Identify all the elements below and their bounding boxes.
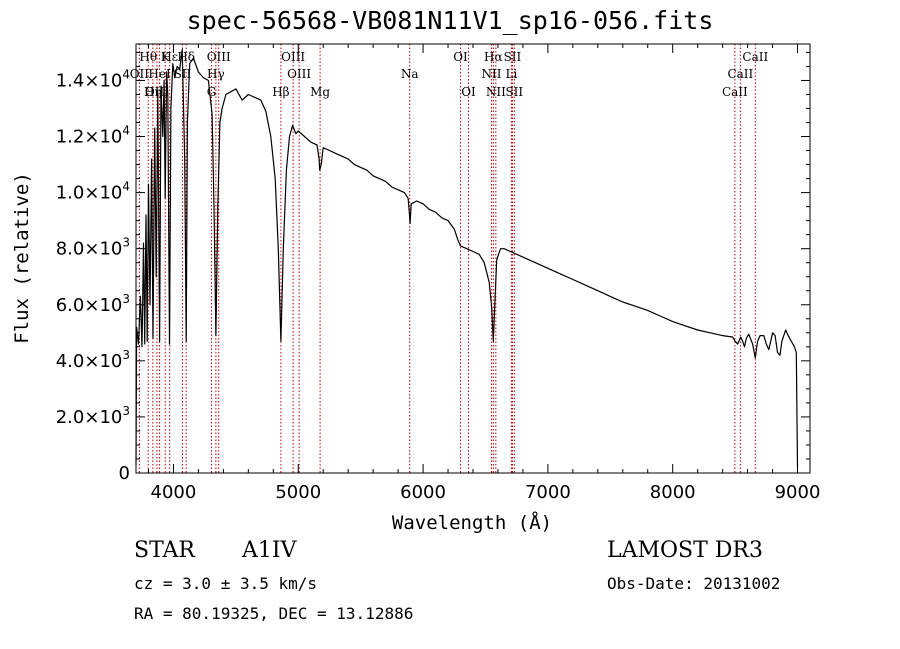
y-axis-title: Flux (relative)	[11, 172, 33, 344]
line-marker-label: SII	[504, 50, 522, 64]
line-marker-label: Hα	[484, 50, 503, 64]
y-tick-label: 0	[119, 463, 130, 484]
line-marker-label: HeI	[148, 67, 171, 81]
x-tick-label: 9000	[775, 482, 821, 503]
line-marker-label: OIII	[145, 85, 169, 99]
line-marker-label: SII	[505, 85, 523, 99]
x-tick-label: 8000	[650, 482, 696, 503]
line-marker-label: Hβ	[272, 85, 289, 99]
line-marker-label: Hγ	[207, 67, 225, 81]
line-marker-label: OIII	[281, 50, 305, 64]
line-marker-label: Hε	[161, 50, 178, 64]
y-tick-label: 2.0×103	[56, 404, 130, 428]
line-marker-label: OII	[130, 67, 150, 81]
line-marker-label: CaII	[722, 85, 748, 99]
line-marker-label: OIII	[287, 67, 311, 81]
x-tick-label: 5000	[275, 482, 321, 503]
line-marker-label: OIII	[207, 50, 231, 64]
x-tick-label: 6000	[400, 482, 446, 503]
line-marker-label: Hδ	[177, 50, 195, 64]
line-marker-label: NII	[486, 85, 506, 99]
line-marker-label: CaII	[742, 50, 768, 64]
y-tick-label: 8.0×103	[56, 236, 130, 260]
y-tick-label: 4.0×103	[56, 348, 130, 372]
line-marker-label: Mg	[310, 85, 330, 99]
line-marker-label: CaII	[727, 67, 753, 81]
x-tick-label: 7000	[525, 482, 571, 503]
y-tick-label: 1.0×104	[56, 180, 130, 204]
plot-frame	[135, 43, 811, 474]
line-marker-label: Li	[506, 67, 518, 81]
line-marker-label: Hη	[144, 85, 162, 99]
object-subclass: A1IV	[242, 538, 297, 563]
line-marker-label: K	[161, 50, 171, 64]
observation-date: Obs-Date: 20131002	[607, 574, 781, 593]
y-tick-label: 1.2×104	[56, 124, 130, 148]
x-axis-title: Wavelength (Å)	[391, 512, 553, 534]
x-tick-label: 4000	[151, 482, 197, 503]
redshift-cz: cz = 3.0 ± 3.5 km/s	[134, 574, 318, 593]
line-marker-label: SII	[174, 67, 192, 81]
object-class: STAR	[134, 538, 195, 563]
line-marker-label: OI	[461, 85, 476, 99]
chart-title: spec-56568-VB081N11V1_sp16-056.fits	[186, 6, 714, 35]
sky-coordinates: RA = 80.19325, DEC = 13.12886	[134, 604, 414, 623]
line-marker-label: Hθ	[139, 50, 157, 64]
line-marker-label: G	[207, 85, 217, 99]
line-marker-label: OI	[453, 50, 468, 64]
y-tick-label: 6.0×103	[56, 292, 130, 316]
survey-name: LAMOST DR3	[607, 538, 763, 563]
y-tick-label: 1.4×104	[56, 67, 130, 91]
line-marker-label: Na	[401, 67, 419, 81]
spectrum-line	[135, 48, 799, 468]
line-marker-label: NII	[481, 67, 501, 81]
